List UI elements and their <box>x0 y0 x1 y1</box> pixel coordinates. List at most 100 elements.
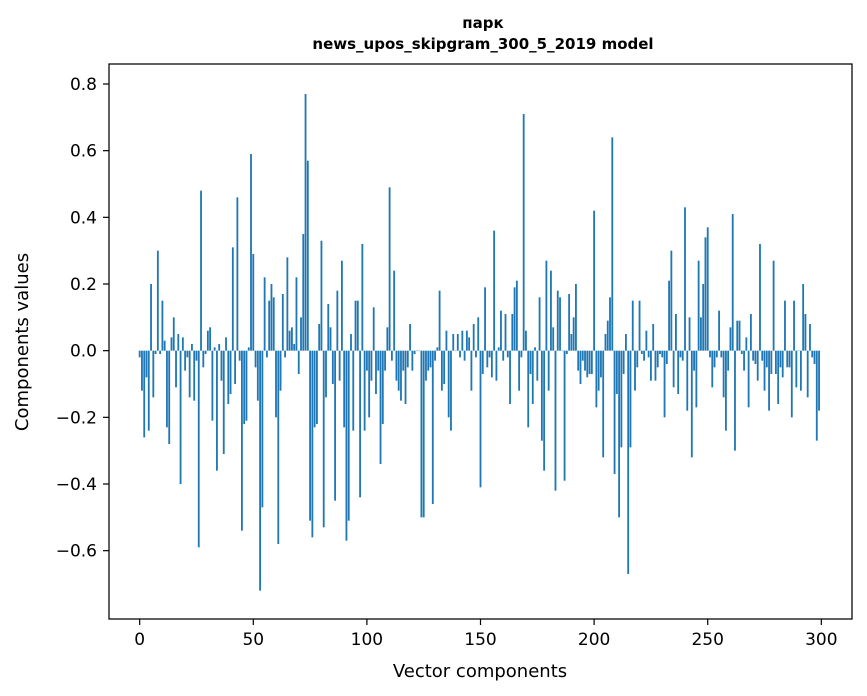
bar-115 <box>400 350 402 401</box>
bar-25 <box>195 350 198 361</box>
bar-125 <box>422 350 425 518</box>
bar-198 <box>588 350 591 374</box>
bar-104 <box>375 350 377 394</box>
bar-253 <box>713 350 716 368</box>
bar-93 <box>350 334 352 351</box>
bar-68 <box>293 344 296 351</box>
bar-112 <box>393 270 396 351</box>
bar-43 <box>236 197 239 351</box>
bar-127 <box>427 350 430 371</box>
bar-177 <box>540 350 543 441</box>
bar-181 <box>550 270 552 351</box>
bar-38 <box>225 337 227 351</box>
bar-95 <box>354 300 357 351</box>
bar-146 <box>470 350 473 391</box>
bar-158 <box>497 347 500 351</box>
bar-208 <box>611 137 614 351</box>
bar-42 <box>234 350 237 384</box>
x-axis: 0 50 100 150 200 250 300 <box>134 619 838 650</box>
bar-199 <box>590 350 593 374</box>
bar-41 <box>231 247 234 351</box>
bar-26 <box>197 350 200 548</box>
bar-20 <box>184 350 187 371</box>
bar-67 <box>291 327 293 351</box>
bar-24 <box>193 350 196 401</box>
bar-210 <box>615 350 618 394</box>
bar-213 <box>622 350 625 374</box>
bar-248 <box>702 284 705 351</box>
bar-69 <box>295 277 298 351</box>
bar-192 <box>575 284 577 351</box>
bar-231 <box>663 350 666 418</box>
bar-52 <box>256 350 259 401</box>
bar-252 <box>711 350 714 388</box>
bar-261 <box>731 214 734 351</box>
bar-131 <box>436 347 439 351</box>
bar-167 <box>518 350 521 391</box>
bar-157 <box>495 350 498 381</box>
bar-39 <box>227 350 230 404</box>
bar-51 <box>254 350 257 368</box>
bar-249 <box>704 237 707 351</box>
bar-145 <box>468 337 471 351</box>
bar-60 <box>275 350 277 418</box>
bar-184 <box>556 290 559 351</box>
bar-48 <box>247 347 250 351</box>
bar-216 <box>629 350 632 448</box>
bar-230 <box>661 350 664 358</box>
bar-128 <box>429 350 432 368</box>
bar-152 <box>484 287 486 351</box>
bar-series <box>138 94 820 591</box>
bar-205 <box>604 334 607 351</box>
bar-234 <box>670 250 673 351</box>
bar-3 <box>145 350 148 378</box>
x-axis-label: Vector components <box>393 661 567 682</box>
bar-260 <box>729 327 732 351</box>
bar-29 <box>204 350 207 354</box>
bar-292 <box>802 284 805 351</box>
bar-277 <box>768 350 770 411</box>
bar-113 <box>395 350 398 381</box>
bar-32 <box>211 350 214 421</box>
bar-108 <box>384 350 386 371</box>
bar-268 <box>747 350 750 408</box>
bar-204 <box>602 350 605 458</box>
bar-166 <box>515 280 518 351</box>
bar-187 <box>563 350 566 481</box>
bar-90 <box>343 350 346 428</box>
bar-114 <box>397 350 400 391</box>
bar-75 <box>309 350 311 521</box>
chart-subtitle: news_upos_skipgram_300_5_2019 model <box>312 35 653 53</box>
bar-143 <box>463 350 466 361</box>
bar-218 <box>634 350 636 391</box>
bar-61 <box>277 350 280 544</box>
bar-85 <box>331 350 334 384</box>
bar-97 <box>359 350 361 498</box>
bar-12 <box>166 350 168 428</box>
bar-170 <box>525 330 527 351</box>
bar-103 <box>372 307 375 351</box>
bar-162 <box>506 350 509 358</box>
bar-147 <box>472 324 475 351</box>
bar-288 <box>793 300 795 351</box>
bar-250 <box>706 227 709 351</box>
bar-133 <box>440 350 443 391</box>
bar-280 <box>774 350 777 374</box>
bar-56 <box>266 350 268 358</box>
x-tick-label: 300 <box>805 630 837 650</box>
bar-53 <box>259 350 262 591</box>
bar-23 <box>191 344 193 351</box>
bar-117 <box>404 350 407 404</box>
x-tick-label: 200 <box>578 630 610 650</box>
bar-180 <box>547 350 550 391</box>
bar-270 <box>752 350 755 361</box>
bar-58 <box>270 284 273 351</box>
bar-257 <box>722 350 725 398</box>
bar-70 <box>297 350 300 374</box>
x-tick-label: 50 <box>242 630 264 650</box>
bar-256 <box>720 350 723 358</box>
bar-35 <box>218 344 221 351</box>
bar-83 <box>327 304 330 351</box>
bar-16 <box>175 350 177 388</box>
bar-30 <box>206 330 209 351</box>
